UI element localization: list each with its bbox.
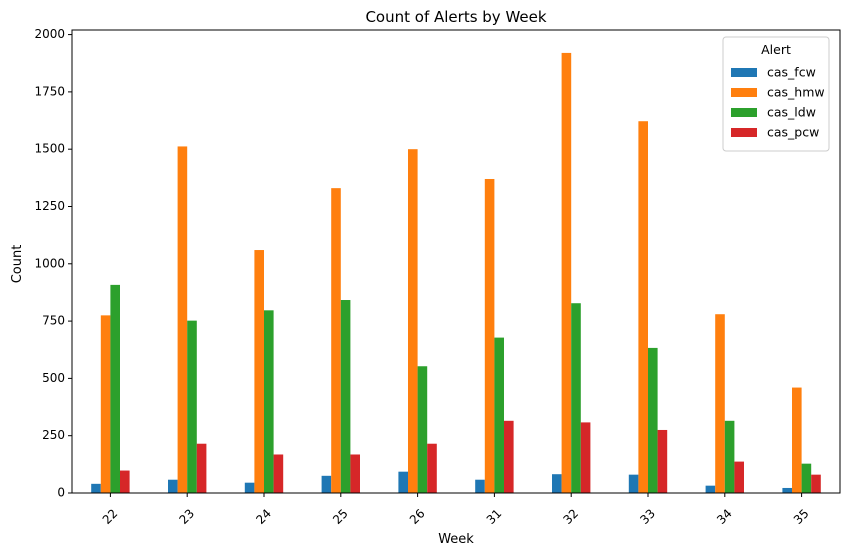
y-tick-label: 2000: [34, 27, 65, 41]
bar-cas_pcw-week-32: [580, 422, 591, 493]
bar-cas_fcw-week-32: [552, 474, 562, 493]
x-tick-label: 35: [791, 506, 812, 527]
bar-cas_hmw-week-35: [792, 387, 802, 493]
bar-cas_fcw-week-35: [782, 487, 792, 493]
bar-cas_ldw-week-23: [187, 320, 197, 493]
y-tick-label: 500: [42, 371, 65, 385]
legend-label-cas_ldw: cas_ldw: [767, 105, 816, 120]
legend-label-cas_pcw: cas_pcw: [767, 125, 819, 140]
bar-cas_ldw-week-25: [340, 300, 351, 493]
legend-swatch-cas_hmw: [731, 88, 757, 97]
bar-cas_ldw-week-35: [801, 463, 812, 493]
y-tick-label: 1250: [34, 199, 65, 213]
y-tick-label: 0: [57, 486, 65, 500]
bar-cas_hmw-week-32: [561, 52, 572, 494]
bars-layer: [91, 52, 821, 494]
y-tick-label: 1000: [34, 256, 65, 270]
x-tick-label: 23: [176, 506, 197, 527]
bar-cas_ldw-week-31: [494, 337, 504, 493]
y-axis-title: Count: [10, 245, 25, 284]
bar-cas_fcw-week-33: [628, 474, 639, 493]
legend-swatch-cas_pcw: [731, 128, 757, 137]
x-tick-label: 26: [407, 506, 428, 527]
bar-cas_fcw-week-31: [475, 479, 485, 493]
bar-cas_hmw-week-22: [100, 315, 111, 493]
bar-cas_pcw-week-26: [427, 443, 437, 493]
bar-cas_fcw-week-24: [244, 482, 255, 493]
legend-label-cas_hmw: cas_hmw: [767, 85, 825, 100]
bar-cas_hmw-week-31: [484, 178, 495, 494]
x-tick-label: 22: [100, 506, 121, 527]
x-tick-label: 25: [330, 506, 351, 527]
bar-cas_pcw-week-22: [120, 470, 130, 493]
bar-cas_pcw-week-34: [734, 461, 744, 493]
bar-cas_fcw-week-26: [398, 471, 408, 493]
x-tick-label: 33: [637, 506, 658, 527]
y-tick-label: 1500: [34, 142, 65, 156]
y-tick-label: 250: [42, 428, 65, 442]
bar-cas_fcw-week-25: [321, 475, 332, 493]
bar-cas_hmw-week-26: [408, 149, 418, 493]
bar-cas_fcw-week-22: [91, 483, 101, 493]
legend: Alert cas_fcw cas_hmw cas_ldw cas_pcw: [722, 36, 830, 152]
y-tick-label: 1750: [34, 84, 65, 98]
legend-label-cas_fcw: cas_fcw: [767, 65, 816, 80]
chart-title: Count of Alerts by Week: [365, 8, 546, 26]
bar-cas_pcw-week-31: [504, 420, 514, 493]
legend-title: Alert: [761, 42, 791, 57]
x-tick-label: 31: [484, 506, 505, 527]
legend-swatch-cas_ldw: [731, 108, 757, 117]
bar-cas_ldw-week-32: [571, 303, 581, 493]
bar-cas_fcw-week-34: [705, 485, 716, 493]
bar-cas_hmw-week-25: [331, 188, 341, 493]
legend-box: [722, 36, 830, 152]
bar-cas_pcw-week-33: [657, 429, 668, 493]
bar-cas_pcw-week-35: [811, 474, 821, 493]
bar-cas_ldw-week-33: [648, 347, 658, 493]
legend-swatch-cas_fcw: [731, 68, 757, 77]
x-tick-label: 34: [714, 506, 735, 527]
x-tick-label: 32: [560, 506, 581, 527]
bar-cas_hmw-week-23: [177, 146, 188, 493]
x-tick-label: 24: [253, 506, 274, 527]
bar-cas_fcw-week-23: [168, 479, 178, 493]
bar-cas_ldw-week-26: [417, 366, 428, 493]
plot-frame: [71, 29, 841, 494]
bar-cas_pcw-week-24: [273, 454, 284, 493]
x-axis-title: Week: [438, 532, 474, 547]
bar-cas_hmw-week-34: [715, 314, 725, 493]
bar-cas_ldw-week-22: [110, 284, 120, 493]
bar-cas_ldw-week-24: [264, 310, 274, 493]
y-tick-label: 750: [42, 314, 65, 328]
bar-cas_ldw-week-34: [724, 420, 735, 493]
bar-cas_hmw-week-24: [254, 250, 264, 493]
bar-cas_hmw-week-33: [638, 121, 648, 493]
bar-cas_pcw-week-23: [196, 443, 207, 493]
bar-cas_pcw-week-25: [350, 454, 360, 493]
